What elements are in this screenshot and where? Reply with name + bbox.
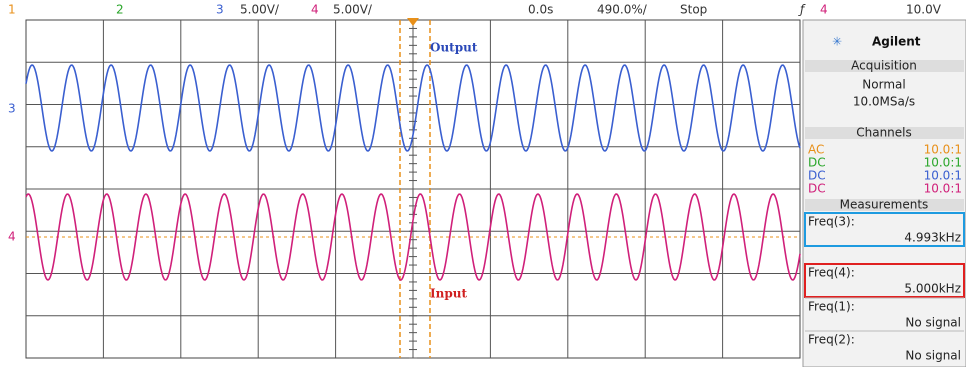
measurement-label: Freq(4):	[808, 266, 855, 280]
measurement-label: Freq(2):	[808, 333, 855, 347]
measurement-label: Freq(3):	[808, 215, 855, 229]
ch3-label: 3	[216, 3, 224, 17]
waveform-area	[26, 18, 800, 358]
input-label: Input	[430, 287, 467, 301]
measurements-title: Measurements	[840, 198, 929, 212]
run-status: Stop	[680, 3, 707, 17]
ch3-marker: 3	[8, 102, 16, 116]
measurement-value: 4.993kHz	[904, 231, 961, 245]
channels-title: Channels	[856, 126, 912, 140]
acquisition-mode: Normal	[862, 78, 905, 92]
channel-coupling: DC	[808, 182, 826, 196]
ch1-label: 1	[8, 3, 16, 17]
channel-probe: 10.0:1	[924, 182, 962, 196]
ch3-scale: 5.00V/	[240, 3, 280, 17]
channel-coupling: DC	[808, 169, 826, 183]
channel-probe: 10.0:1	[924, 169, 962, 183]
measurement-label: Freq(1):	[808, 300, 855, 314]
output-label: Output	[430, 41, 478, 55]
ch4-label: 4	[311, 3, 319, 17]
brand: Agilent	[872, 35, 921, 49]
measurement-value: 5.000kHz	[904, 282, 961, 296]
trigger-level: 10.0V	[906, 3, 942, 17]
time-offset: 0.0s	[528, 3, 553, 17]
acquisition-rate: 10.0MSa/s	[853, 95, 915, 109]
ch2-label: 2	[116, 3, 124, 17]
trigger-channel: 4	[820, 3, 828, 17]
channel-coupling: DC	[808, 156, 826, 170]
brand-logo: ✳	[832, 35, 842, 49]
channel-probe: 10.0:1	[924, 156, 962, 170]
measurement-value: No signal	[905, 349, 961, 363]
time-scale: 490.0%/	[597, 3, 648, 17]
oscilloscope-screen: 1 2 3 5.00V/ 4 5.00V/ 0.0s 490.0%/ Stop …	[0, 0, 966, 367]
acquisition-title: Acquisition	[851, 59, 917, 73]
ch4-scale: 5.00V/	[333, 3, 373, 17]
channel-coupling: AC	[808, 143, 824, 157]
measurement-value: No signal	[905, 316, 961, 330]
channel-probe: 10.0:1	[924, 143, 962, 157]
ch4-marker: 4	[8, 230, 16, 244]
